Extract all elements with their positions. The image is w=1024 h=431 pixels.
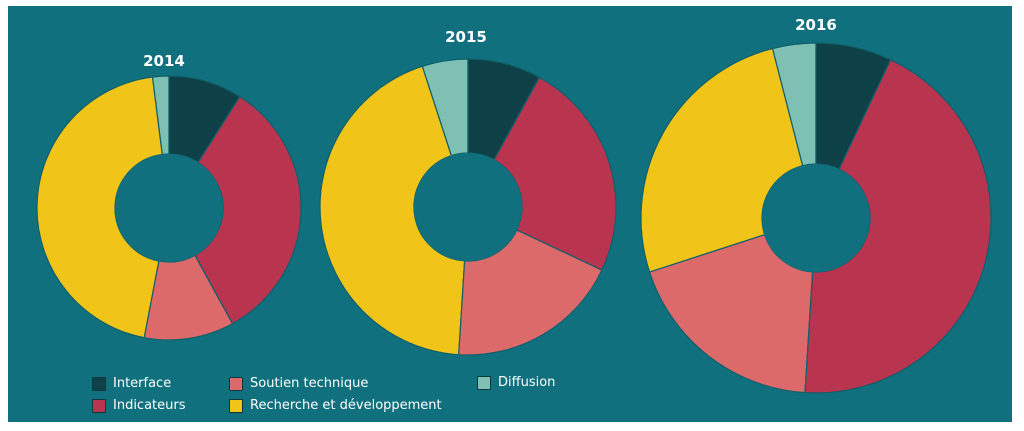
slice-2014-indicateurs <box>194 95 302 325</box>
donut-hole-2014 <box>115 154 223 262</box>
legend-item-recherche: Recherche et développement <box>229 398 442 413</box>
legend-swatch-diffusion <box>477 375 491 390</box>
legend-swatch-recherche <box>229 398 243 413</box>
donut-title-2016: 2016 <box>795 16 837 34</box>
legend-swatch-soutien-technique <box>229 376 243 391</box>
legend-label-indicateurs: Indicateurs <box>113 398 186 413</box>
donut-2016: 2016 <box>640 16 992 394</box>
legend-label-interface: Interface <box>113 376 172 391</box>
legend-label-soutien-technique: Soutien technique <box>250 376 369 391</box>
legend-swatch-interface <box>92 376 106 391</box>
legend-label-recherche: Recherche et développement <box>250 398 442 413</box>
donut-hole-2015 <box>414 153 522 261</box>
donut-2014: 2014 <box>36 52 302 341</box>
donut-title-2014: 2014 <box>143 52 185 70</box>
legend-item-indicateurs: Indicateurs <box>92 398 186 413</box>
legend-label-diffusion: Diffusion <box>498 375 556 390</box>
legend-item-soutien-technique: Soutien technique <box>229 376 368 391</box>
donut-hole-2016 <box>762 164 870 272</box>
legend-swatch-indicateurs <box>92 398 106 413</box>
legend-item-interface: Interface <box>92 376 171 391</box>
donut-2015: 2015 <box>319 28 617 356</box>
donut-title-2015: 2015 <box>445 28 487 46</box>
legend-item-diffusion: Diffusion <box>477 375 555 390</box>
